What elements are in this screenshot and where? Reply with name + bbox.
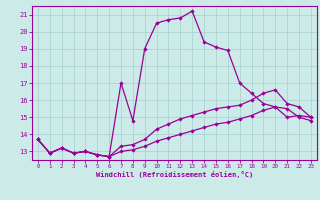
X-axis label: Windchill (Refroidissement éolien,°C): Windchill (Refroidissement éolien,°C)	[96, 171, 253, 178]
